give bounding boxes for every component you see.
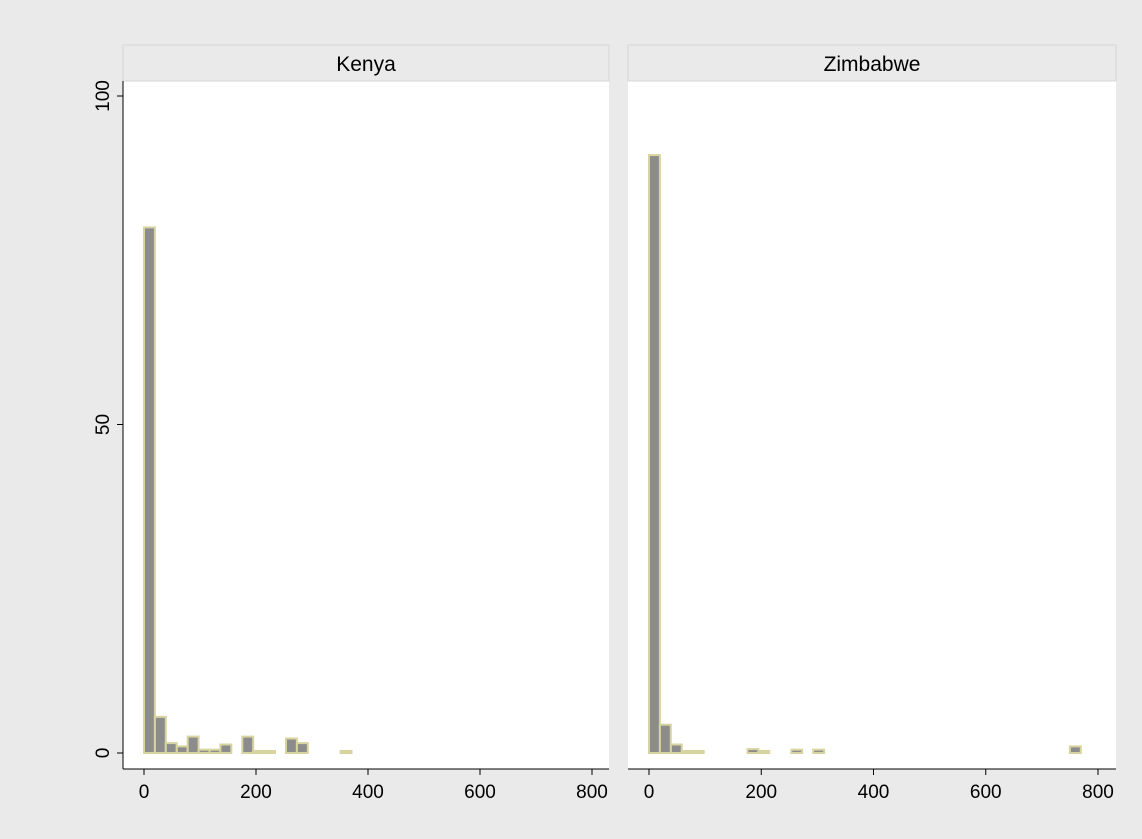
histogram-bar: [339, 750, 353, 754]
histogram-bar: [790, 748, 804, 755]
x-tick-label: 800: [1082, 782, 1114, 803]
x-tick-label: 800: [576, 782, 608, 803]
histogram-bar: [669, 743, 683, 754]
panel-kenya: Kenya 0 200 400 600 800: [122, 44, 610, 803]
histogram-bar: [285, 737, 298, 754]
histogram-bar: [241, 735, 255, 754]
plot-area: [628, 81, 1116, 769]
x-tick-label: 400: [352, 782, 384, 803]
histogram-bar: [680, 750, 694, 754]
panel-title: Zimbabwe: [824, 53, 921, 76]
histogram-bar: [252, 750, 266, 754]
plot-area: [123, 81, 609, 769]
histogram-bar: [757, 750, 771, 754]
histogram-bar: [658, 723, 672, 755]
histogram-bar: [691, 750, 705, 754]
x-tick-label: 200: [240, 782, 272, 803]
x-tick-label: 400: [858, 782, 890, 803]
histogram-bar: [1068, 745, 1082, 755]
panel-zimbabwe: Zimbabwe 0 200 400 600 800: [627, 44, 1117, 803]
y-tick-label: 100: [93, 80, 114, 112]
histogram-bar: [812, 748, 826, 755]
x-tick-label: 600: [970, 782, 1002, 803]
histogram-bar: [219, 743, 233, 754]
x-tick-label: 200: [745, 782, 777, 803]
histogram-bar: [164, 742, 178, 754]
histogram-bar: [175, 745, 189, 755]
panel-strip: [122, 44, 610, 82]
x-tick-label: 0: [139, 782, 150, 803]
y-tick-label: 50: [93, 414, 114, 435]
histogram-bar: [186, 735, 200, 754]
histogram-bar: [648, 154, 661, 755]
panel-title: Kenya: [336, 53, 396, 76]
x-tick-label: 0: [644, 782, 655, 803]
y-tick-label: 0: [93, 748, 114, 759]
histogram-bar: [208, 748, 222, 755]
x-tick-label: 600: [464, 782, 496, 803]
histogram-bar: [197, 748, 211, 755]
histogram-bar: [143, 226, 156, 754]
histogram-bar: [153, 715, 167, 755]
histogram-bar: [746, 748, 760, 754]
histogram-bar: [295, 742, 309, 754]
histogram-bar: [263, 750, 277, 754]
panel-strip: [627, 44, 1117, 82]
